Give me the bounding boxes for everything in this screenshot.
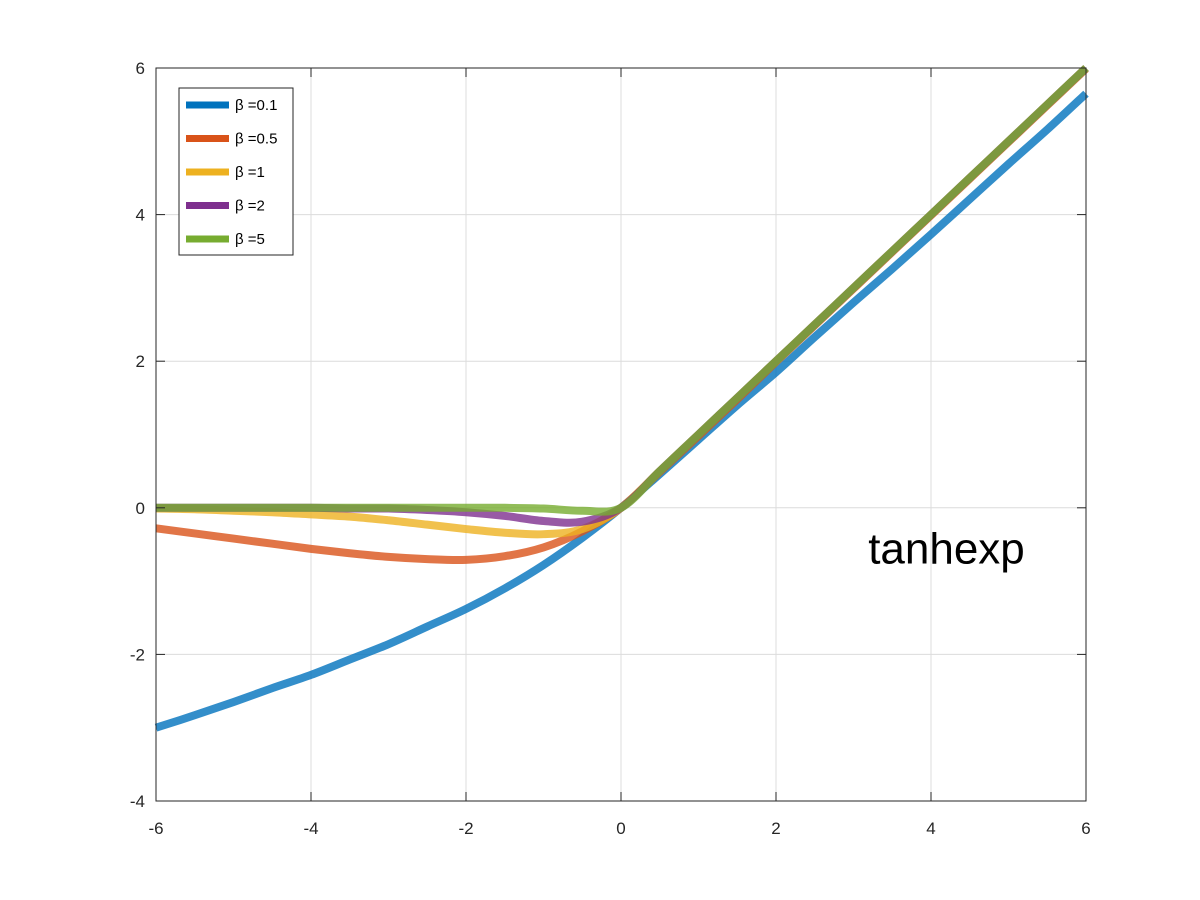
- y-tick-label: -2: [130, 645, 145, 664]
- y-tick-label: 6: [136, 59, 145, 78]
- y-tick-label: 2: [136, 352, 145, 371]
- y-tick-label: 0: [136, 499, 145, 518]
- axis-ticks: [155, 67, 1087, 802]
- legend-label: β =1: [235, 164, 265, 181]
- x-tick-labels: -6 -4 -2 0 2 4 6: [148, 819, 1090, 838]
- x-tick-label: 6: [1081, 819, 1090, 838]
- x-tick-label: 2: [771, 819, 780, 838]
- y-tick-label: -4: [130, 792, 145, 811]
- y-tick-labels: -4 -2 0 2 4 6: [130, 59, 145, 811]
- annotation-label: tanhexp: [868, 524, 1025, 573]
- x-tick-label: -2: [458, 819, 473, 838]
- x-tick-label: -4: [303, 819, 318, 838]
- y-tick-label: 4: [136, 206, 145, 225]
- x-tick-label: -6: [148, 819, 163, 838]
- x-tick-label: 4: [926, 819, 935, 838]
- legend: β =0.1 β =0.5 β =1 β =2 β =5: [178, 87, 294, 256]
- legend-label: β =0.1: [235, 97, 277, 114]
- x-tick-label: 0: [616, 819, 625, 838]
- legend-label: β =2: [235, 198, 265, 215]
- series-lines: [154, 65, 1089, 732]
- series-line-5: [156, 65, 1089, 516]
- legend-label: β =5: [235, 231, 265, 248]
- legend-label: β =0.5: [235, 131, 277, 148]
